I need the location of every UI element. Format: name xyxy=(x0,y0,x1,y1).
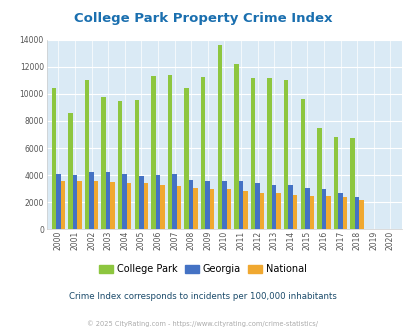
Bar xyxy=(134,100,139,229)
Bar xyxy=(217,45,222,229)
Bar xyxy=(160,185,164,229)
Bar xyxy=(267,78,271,229)
Bar xyxy=(184,88,188,229)
Bar xyxy=(118,101,122,229)
Bar xyxy=(77,181,81,229)
Bar xyxy=(60,181,65,229)
Bar xyxy=(176,186,181,229)
Bar xyxy=(110,182,115,229)
Bar xyxy=(250,78,255,229)
Bar xyxy=(122,174,127,229)
Bar xyxy=(292,195,297,229)
Bar xyxy=(276,193,280,229)
Bar xyxy=(209,189,214,229)
Bar xyxy=(321,189,325,229)
Bar xyxy=(226,189,230,229)
Legend: College Park, Georgia, National: College Park, Georgia, National xyxy=(95,261,310,279)
Bar xyxy=(72,175,77,229)
Bar xyxy=(283,80,288,229)
Bar xyxy=(101,97,106,229)
Bar xyxy=(259,193,264,229)
Text: College Park Property Crime Index: College Park Property Crime Index xyxy=(74,12,331,24)
Bar xyxy=(309,196,313,229)
Bar xyxy=(172,175,176,229)
Bar xyxy=(354,197,358,229)
Bar xyxy=(139,177,143,229)
Bar xyxy=(271,184,276,229)
Bar xyxy=(143,182,148,229)
Text: © 2025 CityRating.com - https://www.cityrating.com/crime-statistics/: © 2025 CityRating.com - https://www.city… xyxy=(87,321,318,327)
Bar xyxy=(234,64,238,229)
Text: Crime Index corresponds to incidents per 100,000 inhabitants: Crime Index corresponds to incidents per… xyxy=(69,292,336,301)
Bar xyxy=(288,185,292,229)
Bar xyxy=(243,191,247,229)
Bar xyxy=(155,175,160,229)
Bar xyxy=(200,77,205,229)
Bar xyxy=(167,75,172,229)
Bar xyxy=(304,188,309,229)
Bar xyxy=(68,113,72,229)
Bar xyxy=(350,138,354,229)
Bar xyxy=(56,174,60,229)
Bar xyxy=(51,88,56,229)
Bar xyxy=(127,182,131,229)
Bar xyxy=(358,200,363,229)
Bar xyxy=(337,193,342,229)
Bar xyxy=(193,188,197,229)
Bar xyxy=(89,172,94,229)
Bar xyxy=(205,181,209,229)
Bar xyxy=(106,172,110,229)
Bar xyxy=(333,137,337,229)
Bar xyxy=(238,181,243,229)
Bar xyxy=(222,181,226,229)
Bar xyxy=(85,80,89,229)
Bar xyxy=(94,181,98,229)
Bar xyxy=(316,128,321,229)
Bar xyxy=(255,182,259,229)
Bar xyxy=(151,76,155,229)
Bar xyxy=(325,196,330,229)
Bar xyxy=(342,197,346,229)
Bar xyxy=(188,180,193,229)
Bar xyxy=(300,99,304,229)
